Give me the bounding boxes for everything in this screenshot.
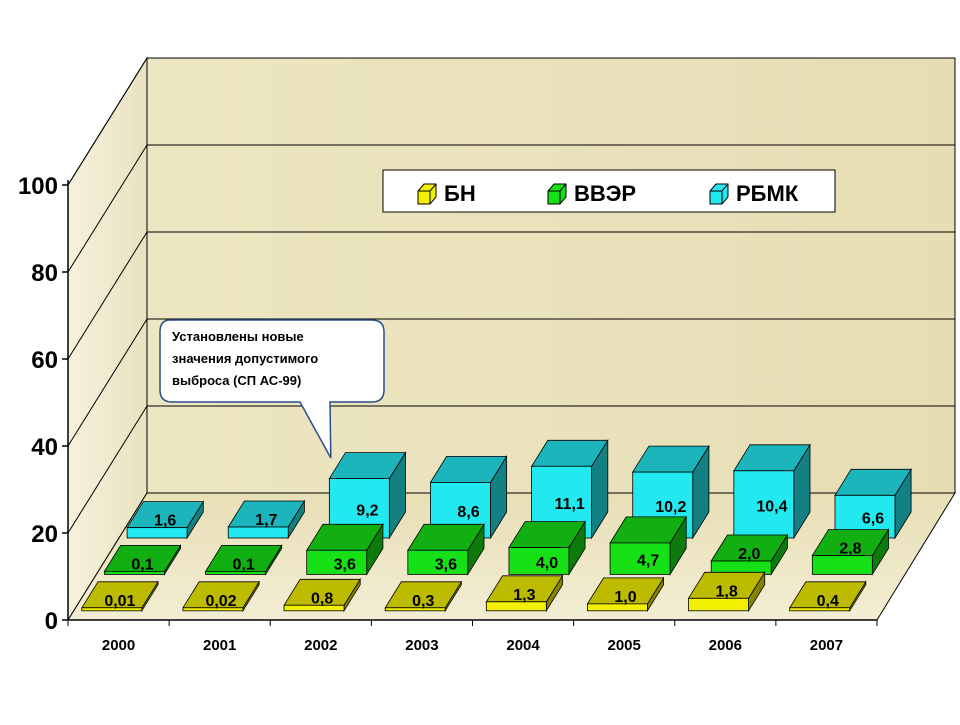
data-label: 4,7 bbox=[637, 553, 659, 570]
bar-front bbox=[485, 601, 547, 612]
bar-front bbox=[227, 526, 289, 539]
gridline-side bbox=[67, 57, 148, 186]
data-label: 1,7 bbox=[255, 512, 277, 529]
data-label: 2,8 bbox=[839, 541, 861, 558]
bar-front bbox=[205, 570, 266, 575]
gridline-side bbox=[67, 144, 148, 273]
legend-label: РБМК bbox=[736, 181, 799, 206]
data-label: 1,0 bbox=[614, 589, 636, 606]
y-tick-label: 60 bbox=[31, 347, 58, 374]
bars: 1,6 1,7 9,2 8,6 11,1 10,2 10,4 6,6 0,1 0,1 3,6 3,6 4… bbox=[81, 438, 912, 613]
annotation-callout: Установлены новые значения допустимого выб… bbox=[159, 319, 385, 459]
bar-front bbox=[508, 547, 570, 575]
data-label: 11,1 bbox=[555, 496, 585, 513]
x-tick-label: 2003 bbox=[405, 637, 438, 654]
data-label: 0,01 bbox=[104, 593, 135, 610]
legend-label: БН bbox=[444, 181, 476, 206]
bar-ВВЭР-2007: 2,8 bbox=[811, 528, 890, 576]
data-label: 3,6 bbox=[435, 556, 457, 573]
data-label: 1,6 bbox=[154, 513, 176, 530]
y-tick-label: 80 bbox=[31, 260, 58, 287]
callout-text: Установлены новые bbox=[172, 329, 304, 344]
data-label: 0,8 bbox=[311, 590, 333, 607]
bar-front bbox=[688, 597, 749, 612]
bar-БН-2004: 1,3 bbox=[485, 574, 564, 613]
bar-front bbox=[126, 527, 188, 539]
data-label: 8,6 bbox=[457, 504, 479, 521]
x-tick-label: 2002 bbox=[304, 637, 337, 654]
data-label: 9,2 bbox=[356, 502, 378, 519]
bar-front bbox=[609, 542, 671, 575]
bar-front bbox=[104, 570, 165, 575]
x-tick-label: 2001 bbox=[203, 637, 236, 654]
x-tick-label: 2005 bbox=[608, 637, 641, 654]
bar-ВВЭР-2006: 2,0 bbox=[710, 533, 789, 576]
bar-front bbox=[587, 603, 648, 612]
bar-ВВЭР-2000: 0,1 bbox=[103, 544, 182, 576]
bar-ВВЭР-2002: 3,6 bbox=[305, 522, 384, 576]
data-label: 1,8 bbox=[716, 583, 738, 600]
legend-label: ВВЭР bbox=[574, 181, 636, 206]
data-label: 0,4 bbox=[817, 593, 839, 610]
bar-БН-2001: 0,02 bbox=[182, 580, 260, 613]
bar-БН-2003: 0,3 bbox=[384, 580, 463, 613]
bar-front bbox=[407, 549, 469, 575]
bar-ВВЭР-2003: 3,6 bbox=[407, 522, 485, 576]
bar-front bbox=[733, 470, 795, 539]
x-tick-label: 2007 bbox=[810, 637, 843, 654]
bar-front bbox=[182, 607, 244, 612]
bar-БН-2007: 0,4 bbox=[788, 580, 867, 613]
gridline-side bbox=[67, 318, 148, 447]
bar-front bbox=[283, 604, 345, 612]
y-tick-label: 20 bbox=[31, 521, 58, 548]
data-label: 0,02 bbox=[205, 593, 236, 610]
data-label: 1,3 bbox=[513, 587, 535, 604]
bar-front bbox=[789, 607, 851, 612]
legend: БН ВВЭР РБМК bbox=[382, 169, 836, 213]
data-label: 0,3 bbox=[412, 593, 434, 610]
bar-БН-2006: 1,8 bbox=[687, 570, 766, 613]
data-label: 4,0 bbox=[536, 555, 558, 572]
gridline-side bbox=[67, 231, 148, 360]
bar-front bbox=[81, 607, 143, 612]
back-wall bbox=[146, 57, 956, 494]
bar-front bbox=[811, 555, 873, 575]
gridline-side bbox=[67, 405, 148, 534]
data-label: 3,6 bbox=[334, 556, 356, 573]
data-label: 0,1 bbox=[131, 556, 153, 573]
bar-БН-2000: 0,01 bbox=[81, 580, 159, 613]
bar-front bbox=[384, 607, 446, 612]
data-label: 6,6 bbox=[862, 511, 884, 528]
bar-РБМК-2000: 1,6 bbox=[126, 500, 205, 540]
bar-ВВЭР-2005: 4,7 bbox=[609, 515, 687, 576]
bar-РБМК-2001: 1,7 bbox=[227, 499, 306, 540]
data-label: 10,4 bbox=[756, 498, 787, 515]
callout-text: значения допустимого bbox=[172, 351, 318, 366]
data-label: 10,2 bbox=[655, 499, 686, 516]
bar-ВВЭР-2004: 4,0 bbox=[508, 520, 586, 576]
callout-bubble bbox=[159, 319, 385, 459]
bar-БН-2005: 1,0 bbox=[586, 576, 665, 613]
y-tick-label: 0 bbox=[45, 608, 58, 635]
data-label: 0,1 bbox=[233, 556, 255, 573]
bar-БН-2002: 0,8 bbox=[283, 577, 361, 613]
x-tick-label: 2006 bbox=[709, 637, 742, 654]
bar-front bbox=[306, 549, 368, 575]
callout-text: выброса (СП АС-99) bbox=[172, 373, 301, 388]
y-tick-label: 100 bbox=[18, 173, 58, 200]
axes: 0 20 40 60 80 100 2000 2001 2002 2003 2004 2005 2006… bbox=[18, 173, 878, 654]
bar-РБМК-2007: 6,6 bbox=[834, 467, 912, 540]
bar-РБМК-2006: 10,4 bbox=[733, 443, 811, 540]
x-tick-label: 2000 bbox=[102, 637, 135, 654]
data-label: 2,0 bbox=[738, 546, 760, 563]
y-tick-label: 40 bbox=[31, 434, 58, 461]
x-tick-label: 2004 bbox=[506, 637, 540, 654]
legend-box bbox=[382, 169, 836, 213]
bar-ВВЭР-2001: 0,1 bbox=[204, 543, 283, 576]
